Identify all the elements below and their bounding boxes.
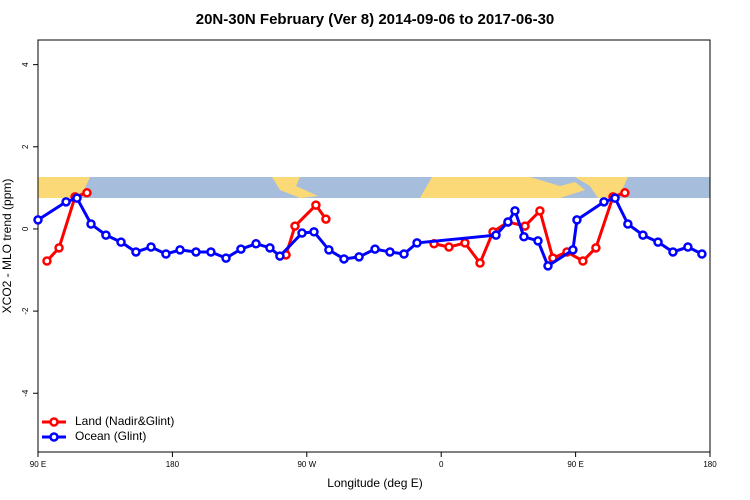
- point: [610, 193, 620, 203]
- point: [578, 256, 588, 266]
- point: [475, 258, 485, 268]
- x-tick-label: 180: [703, 460, 717, 469]
- point: [697, 249, 707, 259]
- point: [61, 197, 71, 207]
- x-tick-label: 0: [439, 460, 444, 469]
- point: [638, 230, 648, 240]
- y-axis-label: XCO2 - MLO trend (ppm): [0, 179, 14, 314]
- point: [444, 242, 454, 252]
- point: [251, 238, 261, 249]
- point: [42, 256, 52, 266]
- point: [535, 206, 545, 216]
- legend-label: Ocean (Glint): [75, 429, 146, 443]
- legend-marker: [49, 417, 59, 427]
- point: [297, 228, 307, 238]
- point: [161, 249, 171, 259]
- point: [33, 215, 43, 225]
- point: [339, 254, 349, 264]
- point: [491, 230, 501, 240]
- x-tick-label: 90 W: [297, 460, 316, 469]
- map-strip: [38, 177, 710, 198]
- point: [412, 238, 422, 248]
- y-tick-label: 4: [21, 62, 30, 67]
- point: [519, 232, 529, 242]
- point: [86, 219, 96, 229]
- point: [503, 217, 513, 227]
- x-tick-label: 180: [166, 460, 180, 469]
- point: [191, 247, 201, 257]
- point: [309, 227, 319, 237]
- point: [236, 244, 246, 254]
- chart-title: 20N-30N February (Ver 8) 2014-09-06 to 2…: [196, 11, 555, 28]
- point: [324, 245, 334, 255]
- x-tick-label: 90 E: [567, 460, 583, 469]
- point: [572, 215, 582, 225]
- point: [54, 243, 64, 253]
- legend-label: Land (Nadir&Glint): [75, 414, 174, 428]
- point: [275, 251, 285, 261]
- legend-marker: [49, 432, 59, 442]
- point: [82, 188, 92, 198]
- point: [290, 221, 300, 231]
- point: [568, 245, 578, 255]
- point: [311, 200, 321, 210]
- point: [221, 253, 231, 263]
- point: [683, 242, 693, 252]
- point: [72, 193, 82, 203]
- point: [175, 245, 185, 255]
- point: [668, 247, 678, 257]
- point: [510, 206, 520, 216]
- point: [370, 244, 380, 254]
- point: [591, 243, 601, 253]
- plot-frame: [37, 39, 711, 453]
- y-tick-label: 0: [21, 226, 30, 231]
- x-tick-label: 90 E: [30, 460, 46, 469]
- point: [206, 247, 216, 257]
- point: [265, 243, 275, 253]
- point: [460, 238, 470, 248]
- point: [385, 247, 395, 257]
- point: [653, 237, 663, 247]
- point: [131, 247, 141, 257]
- point: [146, 242, 156, 252]
- point: [399, 249, 409, 259]
- point: [354, 252, 364, 262]
- x-axis-label: Longitude (deg E): [327, 476, 422, 490]
- y-tick-label: -4: [21, 389, 30, 397]
- point: [543, 261, 553, 271]
- point: [116, 237, 126, 247]
- point: [533, 236, 543, 246]
- point: [623, 219, 633, 229]
- point: [599, 197, 609, 207]
- y-tick-label: 2: [21, 144, 30, 149]
- y-tick-label: -2: [21, 307, 30, 315]
- point: [620, 188, 630, 198]
- point: [101, 230, 111, 240]
- point: [321, 214, 331, 224]
